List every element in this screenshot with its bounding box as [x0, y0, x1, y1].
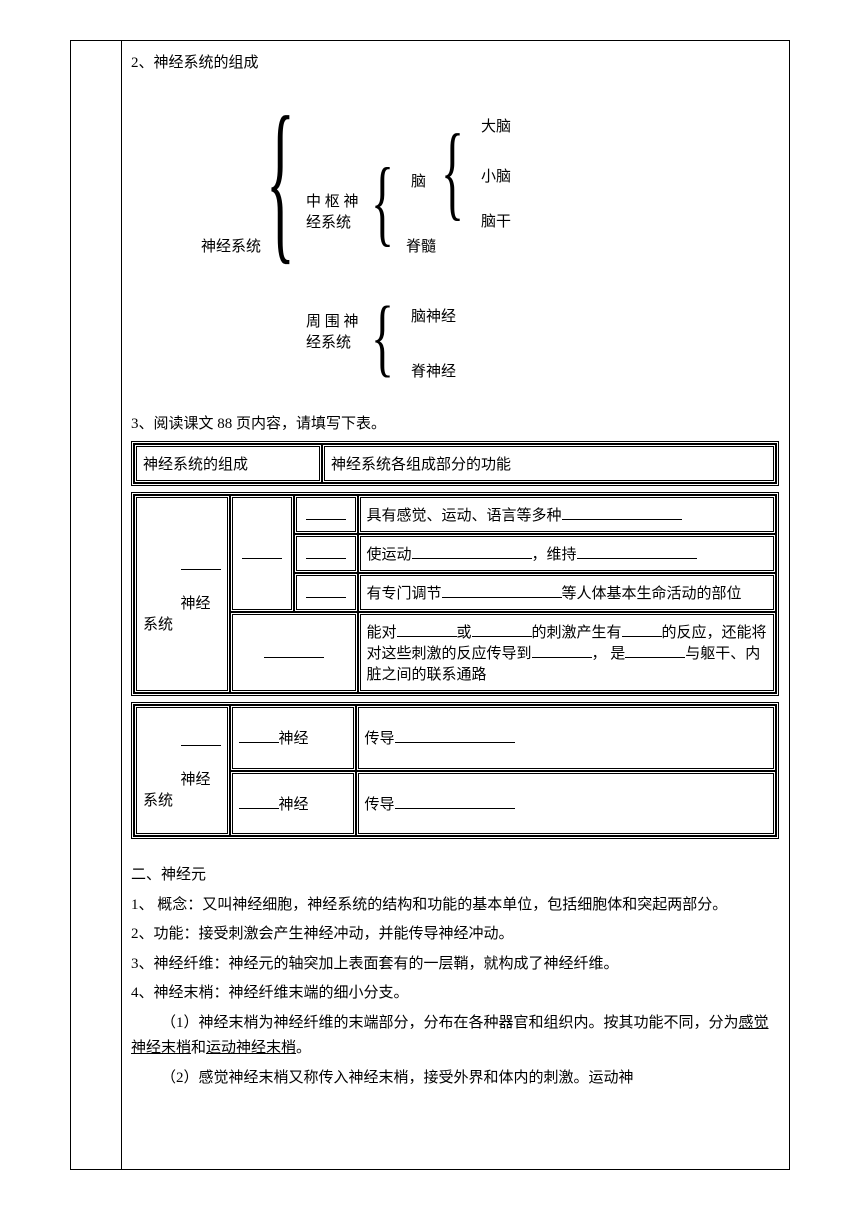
content-area: 2、神经系统的组成 神经系统 { 中 枢 神 经系统 周 围 神 经系统 { 脑… [121, 41, 789, 1105]
nervous-system-tree: 神经系统 { 中 枢 神 经系统 周 围 神 经系统 { 脑 脊髓 { 大脑 小… [131, 80, 779, 400]
blank [239, 794, 279, 809]
blank [306, 544, 346, 559]
cell-text: ， 是 [592, 646, 626, 662]
cell-text: 有专门调节 [367, 586, 442, 602]
table-row-4: 能对或的刺激产生有的反应，还能将对这些刺激的反应传导到， 是与躯干、内脏之间的联… [358, 612, 777, 693]
tree-cranial-nerve: 脑神经 [411, 305, 456, 326]
th-function: 神经系统各组成部分的功能 [322, 444, 776, 483]
tree-cerebellum: 小脑 [481, 165, 511, 186]
cell-text: 使运动 [367, 547, 412, 563]
blank [306, 583, 346, 598]
neuron-p6: （2）感觉神经末梢又称传入神经末梢，接受外界和体内的刺激。运动神 [131, 1066, 779, 1092]
blank [242, 544, 282, 559]
neuron-p5: （1）神经末梢为神经纤维的末端部分，分布在各种器官和组织内。按其功能不同，分为感… [131, 1011, 779, 1062]
cell-text: 神经 [279, 797, 309, 813]
neuron-p1: 1、 概念：又叫神经细胞，神经系统的结构和功能的基本单位，包括细胞体和突起两部分… [131, 893, 779, 919]
blank [412, 544, 532, 559]
neuron-p2: 2、功能：接受刺激会产生神经冲动，并能传导神经冲动。 [131, 922, 779, 948]
blank [264, 643, 324, 658]
cell-text: 传导 [365, 731, 395, 747]
blank [532, 643, 592, 658]
blank [239, 728, 279, 743]
underlined-term-2: 运动神经末梢 [206, 1040, 296, 1056]
cell-text: 的刺激产生有 [532, 625, 622, 641]
text: 和 [191, 1040, 206, 1056]
table-row-1: 具有感觉、运动、语言等多种 [358, 495, 777, 534]
blank [395, 728, 515, 743]
text: （1）神经末梢为神经纤维的末端部分，分布在各种器官和组织内。按其功能不同，分为 [161, 1015, 739, 1031]
cell-text: 能对 [367, 625, 397, 641]
section-2-title: 2、神经系统的组成 [131, 51, 779, 72]
blank [181, 555, 221, 570]
cell-text: ，维持 [532, 547, 577, 563]
row-group-label-1: 神经 系统 [143, 596, 211, 633]
blank [625, 643, 685, 658]
tree-brain: 脑 [411, 170, 426, 191]
th-composition: 神经系统的组成 [134, 444, 322, 483]
table-central: 神经 系统 具有感觉、运动、语言等多种 使运动 ，维持 有专门调节 [131, 492, 779, 696]
blank [181, 731, 221, 746]
text: 。 [296, 1040, 311, 1056]
table-row-3: 有专门调节 等人体基本生命活动的部位 [358, 573, 777, 612]
table-row-2: 使运动 ，维持 [358, 534, 777, 573]
blank [397, 622, 457, 637]
tree-root: 神经系统 [201, 235, 261, 256]
tree-spinal-nerve: 脊神经 [411, 360, 456, 381]
page-frame: 2、神经系统的组成 神经系统 { 中 枢 神 经系统 周 围 神 经系统 { 脑… [70, 40, 790, 1170]
cell-text: 具有感觉、运动、语言等多种 [367, 508, 562, 524]
blank [622, 622, 662, 637]
brace-icon: { [371, 296, 394, 382]
cell-text: 神经 [279, 731, 309, 747]
row-group-label-2: 神经 系统 [143, 772, 211, 809]
brace-icon: { [371, 156, 394, 252]
neuron-p4: 4、神经末梢：神经纤维末端的细小分支。 [131, 981, 779, 1007]
brace-icon: { [441, 121, 464, 227]
table-peripheral: 神经 系统 神经 传导 神经 传导 [131, 702, 779, 839]
tree-brainstem: 脑干 [481, 210, 511, 231]
tree-central: 中 枢 神 经系统 [306, 190, 359, 232]
neuron-title: 二、神经元 [131, 863, 779, 889]
cell-text: 传导 [365, 797, 395, 813]
blank [562, 505, 682, 520]
blank [577, 544, 697, 559]
tree-spinal-cord: 脊髓 [406, 235, 436, 256]
blank [472, 622, 532, 637]
section-3-title: 3、阅读课文 88 页内容，请填写下表。 [131, 412, 779, 433]
tree-cerebrum: 大脑 [481, 115, 511, 136]
blank [395, 794, 515, 809]
table-row-5: 传导 [356, 705, 777, 771]
cell-text: 等人体基本生命活动的部位 [562, 586, 742, 602]
table-header: 神经系统的组成 神经系统各组成部分的功能 [131, 441, 779, 486]
table-row-6: 传导 [356, 771, 777, 837]
left-margin-column [71, 41, 122, 1169]
tree-peripheral: 周 围 神 经系统 [306, 310, 359, 352]
blank [442, 583, 562, 598]
cell-text: 或 [457, 625, 472, 641]
brace-icon: { [266, 90, 295, 270]
neuron-p3: 3、神经纤维：神经元的轴突加上表面套有的一层鞘，就构成了神经纤维。 [131, 952, 779, 978]
blank [306, 505, 346, 520]
